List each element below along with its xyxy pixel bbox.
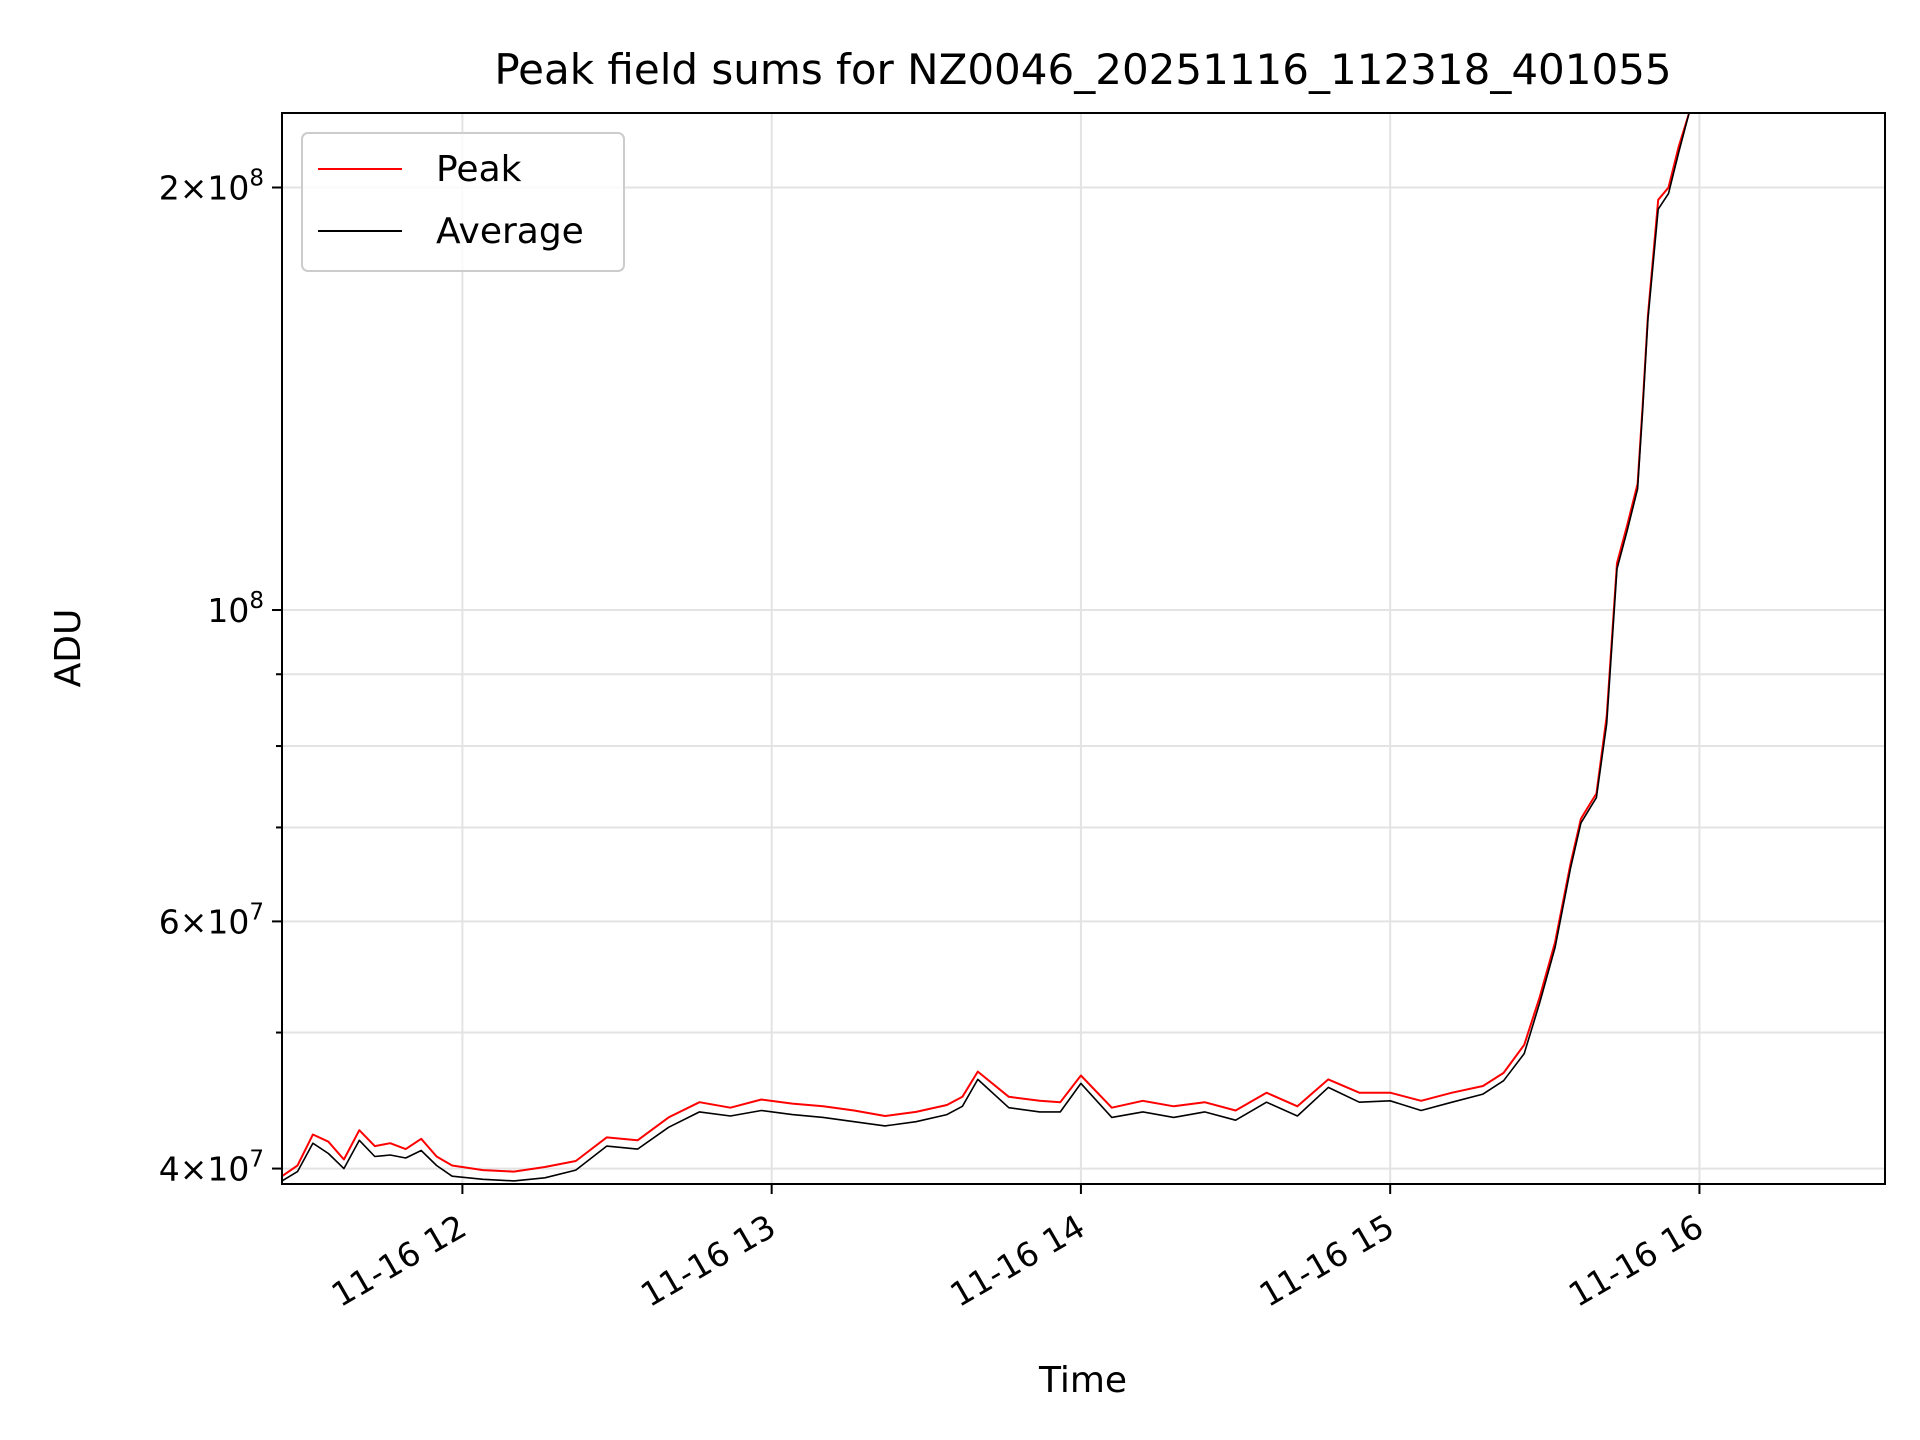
x-tick-label: 11-16 12 — [325, 1207, 473, 1315]
y-tick-label: 6×107 — [159, 899, 264, 941]
x-tick-label: 11-16 13 — [634, 1207, 782, 1315]
legend-box — [301, 132, 625, 272]
grid — [282, 113, 1885, 1184]
y-axis: 4×107 6×107 108 2×108 — [159, 166, 282, 1189]
y-tick-label: 108 — [207, 588, 264, 630]
x-tick-label: 11-16 15 — [1253, 1207, 1401, 1315]
x-axis-label: Time — [1038, 1360, 1127, 1401]
y-tick-label: 2×108 — [159, 166, 264, 208]
chart-title: Peak field sums for NZ0046_20251116_1123… — [494, 45, 1671, 94]
legend-label-peak: Peak — [436, 149, 522, 190]
y-tick-label: 4×107 — [159, 1147, 264, 1189]
series-line-average — [282, 113, 1690, 1182]
plot-area — [282, 113, 1691, 1182]
legend-label-average: Average — [436, 211, 584, 252]
series-line-peak — [282, 113, 1691, 1178]
legend: Peak Average — [301, 132, 625, 272]
x-tick-label: 11-16 14 — [943, 1207, 1091, 1315]
y-axis-label: ADU — [48, 609, 89, 688]
x-tick-label: 11-16 16 — [1562, 1207, 1710, 1315]
x-axis: 11-16 12 11-16 13 11-16 14 11-16 15 11-16 16 — [325, 1184, 1710, 1315]
plot-frame — [281, 112, 1886, 1185]
